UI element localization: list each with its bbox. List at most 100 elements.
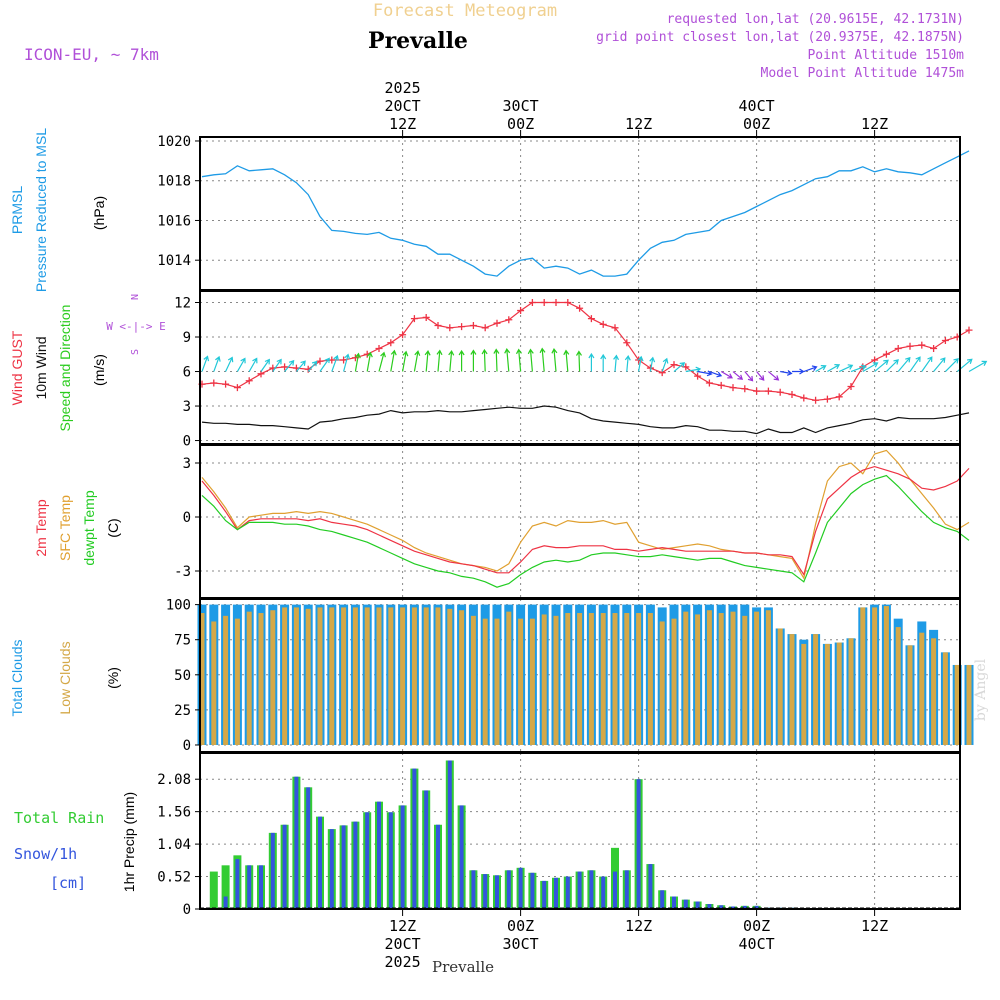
- snow-bar: [400, 805, 405, 909]
- snow-bar: [306, 787, 311, 909]
- wind-arrow: [236, 357, 246, 372]
- bottom-location: Prevalle: [432, 958, 494, 976]
- wind-arrow: [248, 357, 258, 372]
- x-tick-label-bottom: 12Z: [861, 917, 888, 935]
- snow-bar: [377, 801, 381, 909]
- wind-arrow: [390, 349, 397, 372]
- gust-marker: [446, 324, 454, 332]
- x-tick-label-bottom: 20CT: [385, 935, 421, 953]
- wind-arrow: [201, 355, 210, 372]
- wind-arrow: [720, 371, 733, 379]
- y-tick-label: 0: [183, 434, 191, 450]
- gust-marker: [493, 319, 501, 327]
- snow-bar: [530, 872, 535, 909]
- pressure-line: [201, 150, 970, 277]
- snow-bar: [648, 864, 653, 909]
- x-tick-label-top: 2025: [385, 79, 421, 97]
- gust-marker: [694, 372, 702, 380]
- low-cloud-bar: [659, 621, 665, 745]
- location-title: Prevalle: [368, 28, 468, 54]
- wind-arrow: [366, 351, 373, 372]
- gridpoint-coords: grid point closest lon,lat (20.9375E, 42…: [596, 30, 964, 45]
- rain-bar: [209, 871, 218, 909]
- y-tick-label: 0.52: [157, 870, 191, 886]
- compass-n: N: [130, 294, 141, 300]
- gust-marker: [670, 361, 678, 369]
- low-cloud-bar: [541, 614, 547, 745]
- low-cloud-bar: [341, 607, 347, 745]
- gust-marker: [835, 393, 843, 401]
- snow-label: Snow/1h: [14, 845, 77, 863]
- low-cloud-bar: [459, 610, 465, 745]
- wind-arrow: [515, 348, 522, 372]
- total-cloud-label: Total Clouds: [9, 639, 25, 716]
- wind-arrow: [378, 351, 386, 372]
- low-cloud-bar: [848, 638, 854, 745]
- low-cloud-bar: [470, 615, 476, 745]
- wind-arrow: [551, 347, 558, 372]
- y-tick-label: 12: [174, 296, 191, 312]
- gust-line: [201, 301, 970, 401]
- prmsl-desc-label: Pressure Reduced to MSL: [33, 128, 49, 292]
- gust-marker: [894, 345, 902, 353]
- snow-bar: [235, 859, 240, 909]
- snow-bar: [471, 870, 476, 909]
- wind-arrow: [768, 371, 780, 381]
- cloud-panel-labels: Total Clouds Low Clouds (%): [9, 639, 121, 716]
- wind-arrow: [791, 368, 805, 375]
- wind-arrow: [897, 356, 911, 372]
- wind-arrow: [331, 354, 339, 372]
- low-cloud-bar: [588, 613, 594, 745]
- cloud-unit: (%): [105, 667, 121, 689]
- model-label: ICON-EU, ~ 7km: [24, 45, 159, 64]
- rain-bar: [221, 865, 230, 909]
- wind-arrow: [637, 355, 644, 372]
- gust-marker: [505, 316, 513, 324]
- x-tick-label-bottom: 40CT: [739, 935, 775, 953]
- snow-bar: [542, 880, 547, 909]
- low-cloud-bar: [813, 634, 819, 745]
- snow-bar: [613, 871, 617, 909]
- gust-marker: [587, 315, 595, 323]
- low-cloud-bar: [317, 607, 323, 745]
- gust-marker: [918, 341, 926, 349]
- snow-bar: [707, 904, 712, 909]
- gust-marker: [812, 396, 820, 404]
- gust-marker: [965, 326, 973, 334]
- snow-bar: [731, 906, 735, 909]
- gust-marker: [623, 339, 631, 347]
- snow-bar: [601, 876, 606, 909]
- gust-marker: [233, 384, 241, 392]
- requested-coords: requested lon,lat (20.9615E, 42.1731N): [667, 12, 964, 27]
- low-cloud-bar: [789, 634, 795, 745]
- x-tick-label-top: 20CT: [385, 97, 421, 115]
- wind-arrow: [933, 357, 946, 372]
- low-cloud-bar: [883, 606, 889, 745]
- wind-arrow: [504, 347, 511, 372]
- wind-arrow: [944, 357, 959, 372]
- snow-bar: [483, 874, 488, 909]
- point-altitude: Point Altitude 1510m: [807, 48, 964, 63]
- low-cloud-bar: [577, 613, 583, 745]
- wind-arrow: [709, 370, 723, 378]
- y-tick-label: 25: [174, 703, 191, 719]
- low-cloud-bar: [919, 632, 925, 745]
- y-tick-label: 0: [183, 510, 191, 526]
- gust-marker: [222, 380, 230, 388]
- wind-arrow: [413, 350, 421, 372]
- wind-arrow: [673, 362, 686, 372]
- y-tick-label: 1.04: [157, 837, 191, 853]
- snow-bar: [719, 905, 724, 909]
- gust-marker: [847, 382, 855, 390]
- snow-bar: [577, 871, 582, 909]
- gust-marker: [340, 356, 348, 364]
- gust-marker: [564, 299, 572, 307]
- wind-arrow: [481, 348, 488, 372]
- x-tick-label-bottom: 2025: [385, 953, 421, 971]
- wind-arrow: [307, 360, 318, 372]
- low-cloud-bar: [624, 613, 630, 745]
- low-cloud-bar: [636, 613, 642, 745]
- gust-marker: [422, 313, 430, 321]
